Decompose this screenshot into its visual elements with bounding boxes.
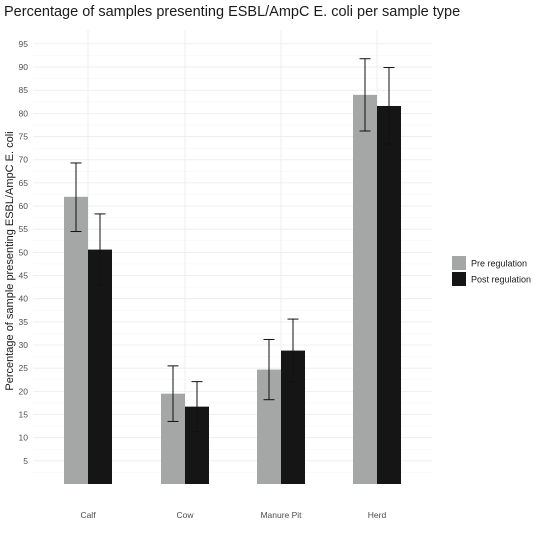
y-tick-label: 55 [19, 224, 29, 234]
chart-title: Percentage of samples presenting ESBL/Am… [4, 4, 460, 20]
y-tick-label: 30 [19, 340, 29, 350]
y-tick-label: 25 [19, 363, 29, 373]
legend-swatch [452, 272, 466, 286]
y-axis-label: Percentage of sample presenting ESBL/Amp… [4, 131, 16, 390]
legend-label: Pre regulation [471, 259, 527, 269]
bar [377, 105, 401, 484]
y-tick-label: 70 [19, 155, 29, 165]
legend: Pre regulation Post regulation [452, 256, 531, 286]
x-tick-label: Herd [368, 510, 387, 520]
bars [64, 94, 401, 484]
y-tick-label: 40 [19, 294, 29, 304]
y-axis-ticks: 5 10 15 20 25 30 35 40 45 50 55 60 65 70 75 80 85 90 95 [19, 39, 29, 466]
x-tick-label: Calf [80, 510, 96, 520]
bar [88, 249, 112, 484]
x-axis-ticks: Calf Cow Manure Pit Herd [80, 510, 386, 520]
y-tick-label: 60 [19, 201, 29, 211]
bar [353, 94, 377, 484]
legend-label: Post regulation [471, 275, 531, 285]
y-tick-label: 35 [19, 317, 29, 327]
y-tick-label: 15 [19, 410, 29, 420]
y-tick-label: 50 [19, 247, 29, 257]
y-tick-label: 45 [19, 271, 29, 281]
y-tick-label: 20 [19, 386, 29, 396]
bar [64, 196, 88, 484]
x-tick-label: Manure Pit [260, 510, 302, 520]
y-tick-label: 85 [19, 85, 29, 95]
y-tick-label: 95 [19, 39, 29, 49]
y-tick-label: 80 [19, 108, 29, 118]
y-tick-label: 75 [19, 132, 29, 142]
x-tick-label: Cow [176, 510, 194, 520]
y-tick-label: 65 [19, 178, 29, 188]
y-tick-label: 10 [19, 433, 29, 443]
legend-swatch [452, 256, 466, 270]
y-tick-label: 90 [19, 62, 29, 72]
y-tick-label: 5 [23, 456, 28, 466]
error-bars [70, 58, 395, 433]
